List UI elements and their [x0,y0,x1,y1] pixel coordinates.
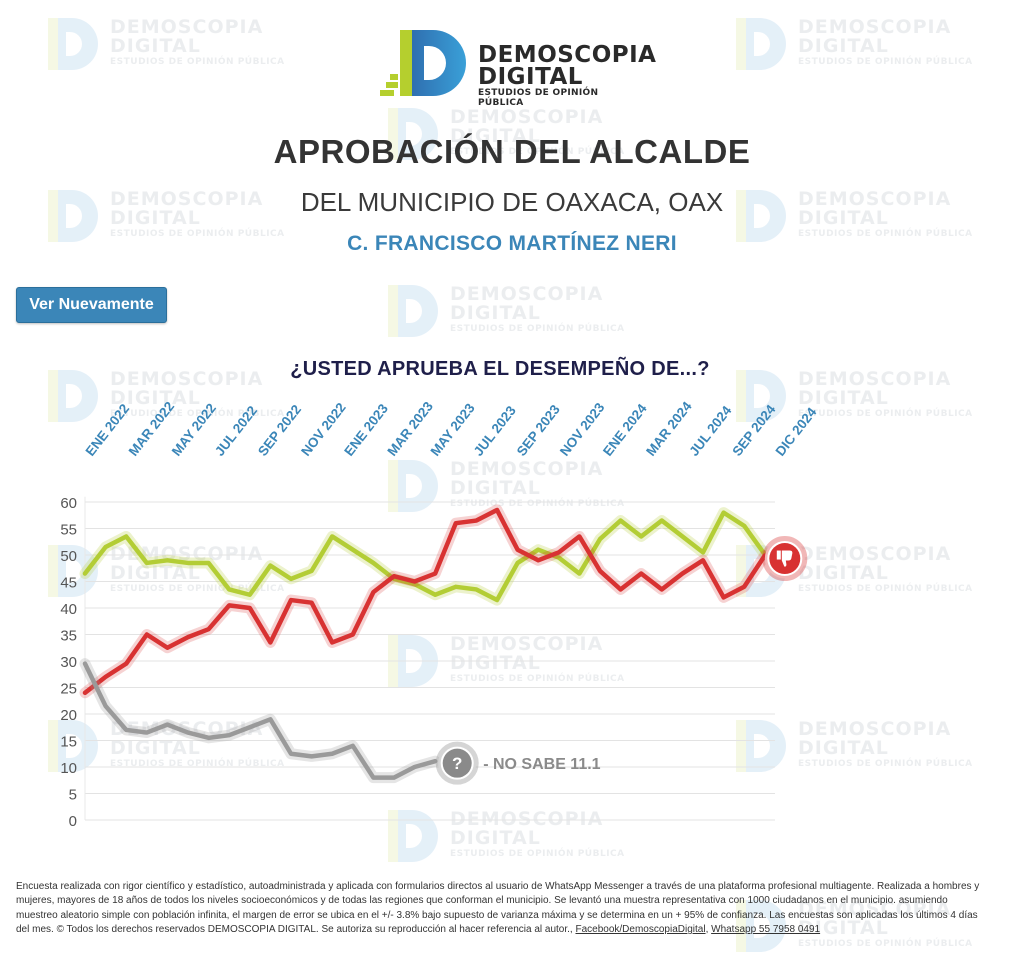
y-tick-label: 20 [60,707,77,724]
grid-lines [84,496,775,821]
brand-logo: DEMOSCOPIA DIGITAL ESTUDIOS DE OPINIÓN P… [380,28,656,108]
x-tick-label: ENE 2022 [83,401,133,459]
x-tick-label: JUL 2022 [212,403,260,459]
logo-mark-icon [380,28,470,100]
x-tick-label: DIC 2024 [773,404,820,459]
y-tick-label: 10 [60,760,77,777]
x-tick-label: SEP 2023 [514,402,563,459]
mayor-name: C. FRANCISCO MARTÍNEZ NERI [347,232,677,255]
thumb-hand [781,550,793,567]
footer-separator: , [705,924,712,936]
series-glow [79,658,441,784]
series-line-aprueba [82,510,768,603]
y-tick-label: 60 [60,495,77,512]
question-icon [442,748,472,778]
x-tick-label: JUL 2023 [471,403,519,459]
series-line-desaprueba [82,507,768,696]
page-title: APROBACIÓN DEL ALCALDE [273,133,751,170]
thumb-cuff [776,550,781,560]
brand-name-line2: DIGITAL [478,64,583,90]
y-tick-label: 50 [60,548,77,565]
y-tick-label: 35 [60,628,77,645]
y-tick-label: 5 [69,787,77,804]
series-glow [79,504,771,699]
x-tick-label: SEP 2022 [255,402,304,459]
series-line-no-sabe [82,661,438,780]
x-tick-label: JUL 2024 [686,403,734,459]
y-tick-label: 40 [60,601,77,618]
y-tick-label: 30 [60,654,77,671]
y-tick-label: 55 [60,522,77,539]
brand-tagline: ESTUDIOS DE OPINIÓN PÚBLICA [478,88,599,108]
y-tick-label: 15 [60,734,77,751]
methodology-note: Encuesta realizada con rigor científico … [16,880,991,938]
footer-text: Encuesta realizada con rigor científico … [16,881,980,936]
nosabe-label: - NO SABE 11.1 [483,756,600,773]
series-labels: APRUEBA 50.1DESAPRUEBA49.9?- NO SABE 11.… [435,536,808,785]
watermark-logo: DEMOSCOPIA DIGITAL ESTUDIOS DE OPINIÓN PÚB… [380,285,625,341]
series-lines [79,504,771,784]
whatsapp-link[interactable]: Whatsapp 55 7958 0491 [711,924,821,936]
question-glyph: ? [452,754,462,773]
chart-title: ¿USTED APRUEBA EL DESEMPEÑO DE...? [290,358,710,380]
y-axis: 0 5 10 15 20 25 30 35 40 45 50 55 60 [60,495,77,830]
thumbs-down-glyph [776,550,793,567]
facebook-link[interactable]: Facebook/DemoscopiaDigital [575,924,706,936]
page-subtitle: DEL MUNICIPIO DE OAXACA, OAX [300,187,724,217]
y-tick-label: 45 [60,575,77,592]
watermark-logo: DEMOSCOPIA DIGITAL ESTUDIOS DE OPINIÓN PÚB… [728,18,973,74]
y-tick-label: 25 [60,681,77,698]
x-tick-label: SEP 2024 [729,402,778,459]
y-tick-label: 0 [69,813,77,830]
watermark-logo: DEMOSCOPIA DIGITAL ESTUDIOS DE OPINIÓN PÚB… [40,18,285,74]
replay-button[interactable]: Ver Nuevamente [16,287,167,323]
brand-name-line1: DEMOSCOPIA [478,42,657,68]
